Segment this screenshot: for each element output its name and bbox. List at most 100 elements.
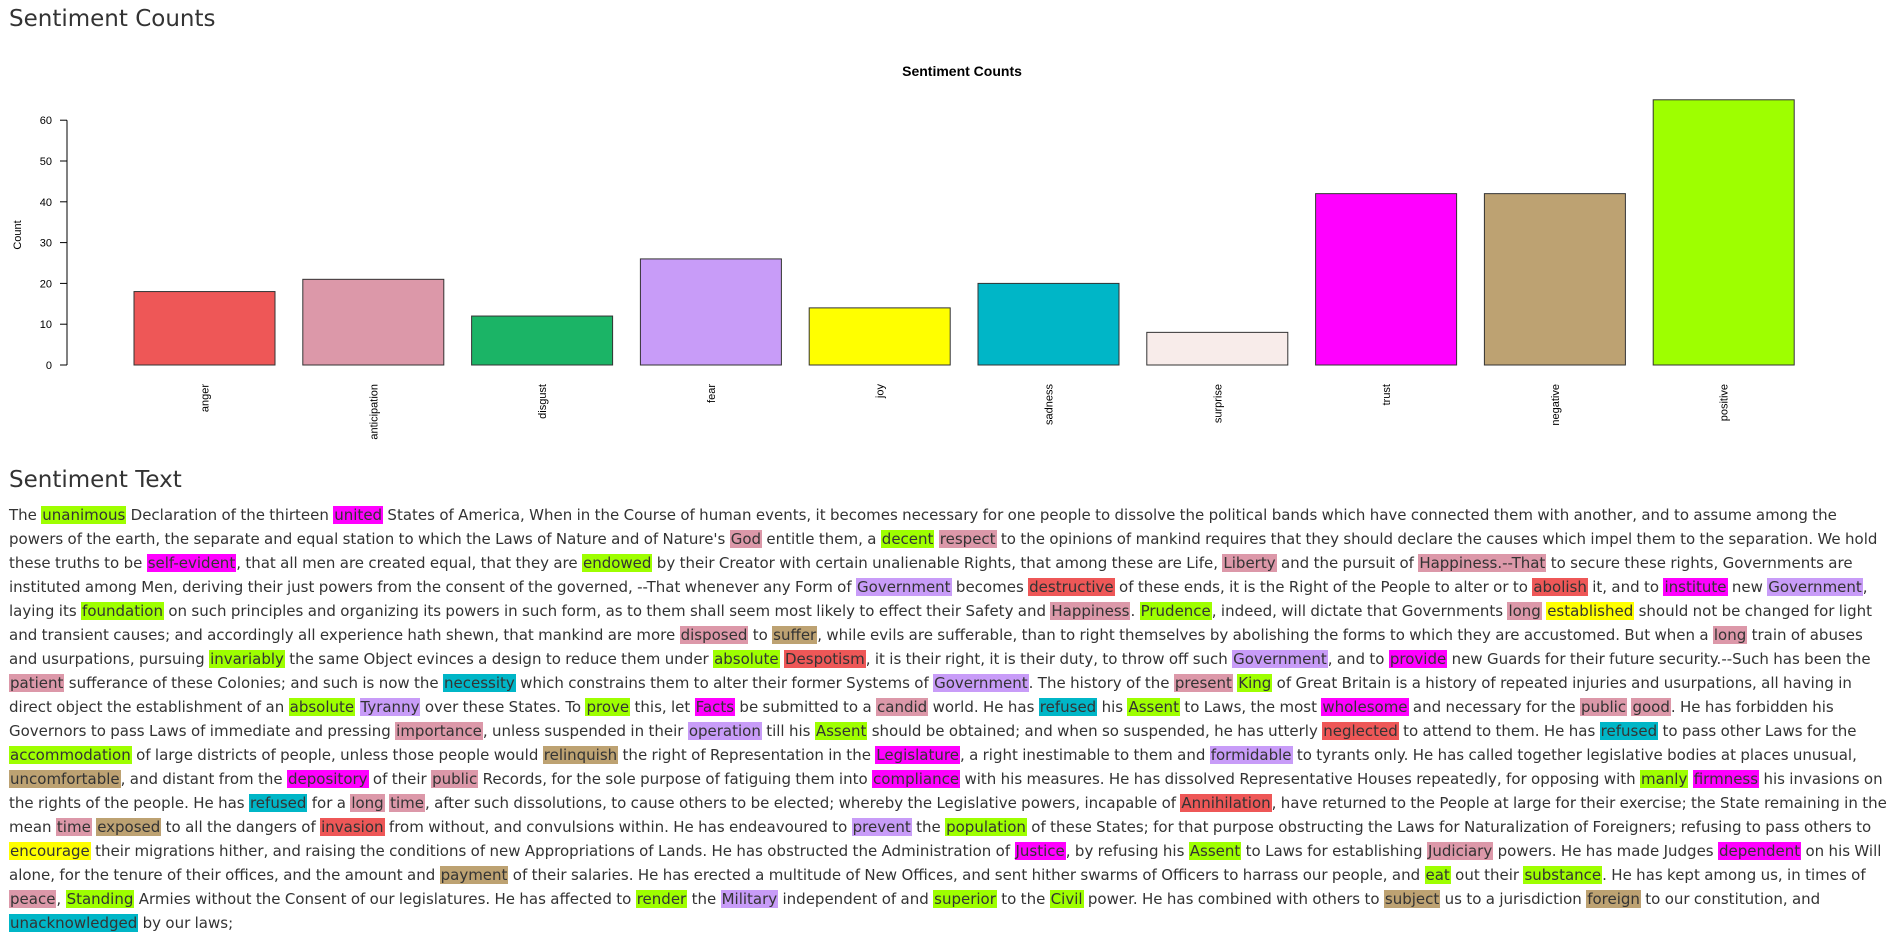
- highlighted-word-fear: Government: [856, 578, 952, 596]
- highlighted-word-positive: render: [635, 890, 688, 908]
- highlighted-word-trust: firmness: [1692, 770, 1760, 788]
- highlighted-word-anticipation: time: [55, 818, 92, 836]
- sentiment-counts-chart: Sentiment Counts Count 0 10 20 30 40 50 60 ang…: [12, 63, 1795, 440]
- bar-positive: [1652, 99, 1795, 366]
- highlighted-word-joy: established: [1546, 602, 1635, 620]
- highlighted-word-positive: eat: [1424, 866, 1451, 884]
- highlighted-word-positive: Prudence: [1139, 602, 1212, 620]
- highlighted-word-anticipation: respect: [938, 530, 997, 548]
- highlighted-word-anger: invasion: [320, 818, 385, 836]
- highlighted-word-fear: operation: [687, 722, 762, 740]
- highlighted-word-positive: Assent: [814, 722, 868, 740]
- bar-anticipation: [302, 278, 445, 366]
- highlighted-word-positive: Assent: [1188, 842, 1242, 860]
- highlighted-word-anger: abolish: [1532, 578, 1588, 596]
- highlighted-word-sadness: unacknowledged: [9, 914, 139, 932]
- highlighted-word-trust: Legislature: [875, 746, 960, 764]
- highlighted-word-negative: relinquish: [542, 746, 619, 764]
- x-tick-label-trust: trust: [1381, 384, 1393, 405]
- highlighted-word-positive: absolute: [713, 650, 780, 668]
- highlighted-word-trust: provide: [1388, 650, 1448, 668]
- highlighted-word-positive: foundation: [81, 602, 164, 620]
- highlighted-word-positive: population: [945, 818, 1027, 836]
- y-axis-label: Count: [12, 220, 24, 249]
- y-tick-label: 0: [46, 360, 52, 372]
- highlighted-word-anger: Annihilation: [1180, 794, 1272, 812]
- x-tick-label-disgust: disgust: [537, 384, 549, 419]
- highlighted-word-positive: absolute: [288, 698, 356, 716]
- highlighted-word-joy: encourage: [9, 842, 91, 860]
- x-tick-label-anger: anger: [200, 384, 212, 412]
- highlighted-word-fear: Government: [933, 674, 1029, 692]
- highlighted-word-sadness: refused: [1038, 698, 1098, 716]
- bar-disgust: [471, 315, 614, 366]
- highlighted-word-anticipation: Judiciary: [1426, 842, 1494, 860]
- highlighted-word-fear: Tyranny: [359, 698, 421, 716]
- highlighted-word-negative: foreign: [1586, 890, 1641, 908]
- highlighted-word-anticipation: present: [1173, 674, 1233, 692]
- x-tick-label-joy: joy: [875, 384, 887, 400]
- y-tick-label: 50: [40, 156, 52, 168]
- highlighted-word-anticipation: long: [1507, 602, 1542, 620]
- highlighted-word-negative: uncomfortable: [9, 770, 121, 788]
- highlighted-word-negative: payment: [439, 866, 509, 884]
- highlighted-word-positive: substance: [1523, 866, 1603, 884]
- highlighted-word-positive: manly: [1640, 770, 1689, 788]
- highlighted-word-negative: subject: [1383, 890, 1441, 908]
- highlighted-word-positive: King: [1237, 674, 1273, 692]
- highlighted-word-anger: Despotism: [783, 650, 866, 668]
- highlighted-word-trust: Justice: [1014, 842, 1066, 860]
- highlighted-word-fear: Government: [1767, 578, 1863, 596]
- x-tick-label-fear: fear: [706, 384, 718, 403]
- highlighted-word-trust: compliance: [872, 770, 961, 788]
- highlighted-word-anticipation: Happiness.--That: [1418, 554, 1547, 572]
- highlighted-word-sadness: refused: [248, 794, 308, 812]
- highlighted-word-anticipation: disposed: [679, 626, 749, 644]
- highlighted-word-positive: Standing: [65, 890, 135, 908]
- highlighted-word-trust: wholesome: [1321, 698, 1409, 716]
- highlighted-word-positive: endowed: [581, 554, 653, 572]
- y-tick-label: 30: [40, 238, 52, 250]
- bar-negative: [1483, 193, 1626, 366]
- x-tick-label-anticipation: anticipation: [368, 384, 380, 440]
- highlighted-word-sadness: necessity: [443, 674, 516, 692]
- highlighted-word-negative: exposed: [96, 818, 162, 836]
- highlighted-word-positive: unanimous: [41, 506, 127, 524]
- highlighted-word-positive: superior: [933, 890, 997, 908]
- highlighted-word-trust: Facts: [694, 698, 736, 716]
- highlighted-word-positive: prove: [585, 698, 631, 716]
- highlighted-word-anticipation: candid: [876, 698, 929, 716]
- section-heading-counts: Sentiment Counts: [9, 6, 216, 32]
- highlighted-word-anticipation: good: [1631, 698, 1671, 716]
- highlighted-word-anticipation: long: [1712, 626, 1748, 644]
- bar-joy: [808, 307, 951, 366]
- bar-anger: [133, 291, 276, 366]
- highlighted-word-trust: dependent: [1717, 842, 1802, 860]
- highlighted-word-trust: self-evident: [146, 554, 237, 572]
- chart-title: Sentiment Counts: [902, 63, 1022, 79]
- highlighted-word-positive: decent: [880, 530, 935, 548]
- x-tick-label-sadness: sadness: [1044, 384, 1056, 425]
- highlighted-word-anticipation: public: [1579, 698, 1628, 716]
- highlighted-word-anticipation: Happiness: [1050, 602, 1131, 620]
- x-tick-labels: anger anticipation disgust fear joy sadness su…: [200, 384, 1731, 440]
- highlighted-word-anticipation: God: [729, 530, 763, 548]
- bar-fear: [639, 258, 782, 366]
- highlighted-word-positive: Civil: [1049, 890, 1084, 908]
- highlighted-word-anticipation: long: [350, 794, 385, 812]
- highlighted-word-trust: institute: [1663, 578, 1728, 596]
- highlighted-word-anger: neglected: [1322, 722, 1399, 740]
- bar-surprise: [1146, 331, 1289, 366]
- highlighted-word-sadness: refused: [1599, 722, 1659, 740]
- x-tick-label-negative: negative: [1550, 384, 1562, 426]
- highlighted-word-fear: formidable: [1209, 746, 1293, 764]
- highlighted-word-fear: Military: [720, 890, 779, 908]
- highlighted-word-anticipation: public: [431, 770, 479, 788]
- y-tick-label: 40: [40, 197, 52, 209]
- highlighted-word-positive: invariably: [209, 650, 285, 668]
- highlighted-word-fear: prevent: [851, 818, 912, 836]
- highlighted-word-anticipation: Liberty: [1222, 554, 1277, 572]
- x-tick-label-surprise: surprise: [1212, 384, 1224, 423]
- y-tick-label: 20: [40, 278, 52, 290]
- highlighted-word-anticipation: time: [389, 794, 425, 812]
